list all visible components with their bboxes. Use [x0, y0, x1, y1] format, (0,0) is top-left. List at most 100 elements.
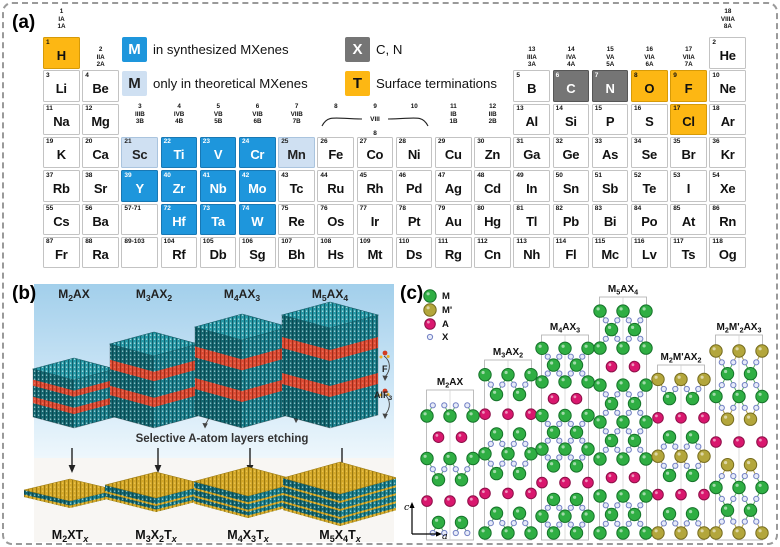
- element-cell-I: 53 I: [670, 170, 707, 202]
- svg-text:a: a: [442, 531, 448, 542]
- element-cell-He: 2 He: [709, 37, 746, 69]
- legend-chip-synthesized: M: [122, 37, 147, 62]
- element-cell-Rf: 104 Rf: [160, 236, 198, 269]
- group-header: 6 VIB 6B: [252, 103, 263, 126]
- element-cell-Sc: 21 Sc: [121, 136, 158, 169]
- element-cell-At: 85 At: [670, 203, 707, 235]
- element-cell-S: 16 S: [631, 103, 668, 136]
- etchant-label-alf3: AlF3: [374, 390, 393, 402]
- element-cell-Na: 11 Na: [43, 103, 80, 136]
- element-cell-Y: 39 Y: [121, 170, 158, 202]
- etching-process-label: Selective A-atom layers etching: [136, 433, 309, 445]
- element-cell-Tl: 81 Tl: [513, 203, 550, 235]
- element-cell-Fr: 87 Fr: [43, 236, 80, 269]
- element-cell-Co: 27 Co: [356, 136, 394, 169]
- svg-text:VIII: VIII: [370, 116, 380, 123]
- svg-text:c: c: [404, 502, 410, 513]
- element-cell-Fl: 114 Fl: [552, 236, 590, 269]
- element-cell-Rb: 37 Rb: [43, 170, 80, 202]
- group-header: 7 VIIB 7B: [290, 103, 303, 126]
- element-cell-Os: 76 Os: [317, 203, 354, 235]
- element-cell-Al: 13 Al: [513, 103, 550, 136]
- element-cell-Ag: 47 Ag: [435, 170, 472, 202]
- max-phase-label: M3AX2: [136, 287, 172, 303]
- element-cell-Cl: 17 Cl: [670, 103, 707, 136]
- structure-legend-item-M: M: [423, 289, 450, 303]
- element-cell-Sg: 106 Sg: [239, 236, 276, 269]
- panel-b-label: (b): [12, 283, 37, 304]
- element-cell-Ir: 77 Ir: [356, 203, 394, 235]
- element-cell-P: 15 P: [591, 103, 629, 136]
- unit-cell-2: [478, 359, 538, 541]
- element-cell-Au: 79 Au: [435, 203, 472, 235]
- element-cell-Ar: 18 Ar: [709, 103, 746, 136]
- svg-text:M: M: [442, 291, 450, 302]
- element-cell-Rg: 111 Rg: [435, 236, 472, 269]
- structure-label: M3AX2: [493, 347, 523, 359]
- group-header: 14 IVA 4A: [566, 46, 577, 69]
- element-cell-Ni: 28 Ni: [395, 136, 433, 169]
- max-phase-label: M5AX4: [312, 287, 348, 303]
- element-cell-Pd: 46 Pd: [395, 170, 433, 202]
- axis-indicator: ca: [404, 502, 448, 542]
- panel-b-max-etching-diagram: M2AX M3AX2 M4AX3 M5AX4 F AlF3 Selective A-atom…: [8, 282, 399, 545]
- element-cell-Pb: 82 Pb: [552, 203, 590, 235]
- unit-cell-4: [593, 296, 653, 541]
- svg-text:X: X: [442, 332, 449, 343]
- group-header: 18 VIIIA 8A: [720, 8, 735, 31]
- element-cell-Zr: 40 Zr: [160, 170, 198, 202]
- element-cell-As: 33 As: [591, 136, 629, 169]
- element-cell-Cs: 55 Cs: [43, 203, 80, 235]
- mxene-label: M3X2Tx: [135, 528, 177, 544]
- max-phase-label: M2AX: [58, 287, 89, 303]
- max-phase-label: M4AX3: [224, 287, 260, 303]
- group-header: 13 IIIA 3A: [526, 46, 537, 69]
- structure-legend-item-X: X: [426, 332, 449, 343]
- element-cell-V: 23 V: [199, 136, 237, 169]
- svg-text:8: 8: [373, 130, 377, 137]
- element-cell-Nb: 41 Nb: [199, 170, 237, 202]
- structure-label: M2AX: [437, 377, 464, 389]
- element-cell-Ra: 88 Ra: [82, 236, 119, 269]
- group-header: 17 VIIA 7A: [682, 46, 695, 69]
- element-cell-Po: 84 Po: [631, 203, 668, 235]
- legend-label-theoretical: only in theoretical MXenes: [153, 76, 308, 91]
- element-cell-Cu: 29 Cu: [435, 136, 472, 169]
- group-header: 10: [410, 103, 418, 110]
- unit-cell-5: [651, 364, 711, 541]
- group-header: 3 IIIB 3B: [134, 103, 145, 126]
- element-cell-Mo: 42 Mo: [239, 170, 276, 202]
- element-cell-Rh: 45 Rh: [356, 170, 394, 202]
- element-cell-Ta: 73 Ta: [199, 203, 237, 235]
- element-cell-W: 74 W: [239, 203, 276, 235]
- group-header: 8: [334, 103, 338, 110]
- element-cell-Se: 34 Se: [631, 136, 668, 169]
- etchant-molecules: [379, 388, 390, 419]
- legend-chip-theoretical: M: [122, 71, 147, 96]
- group-header: 11 IB 1B: [449, 103, 458, 126]
- legend-label-xgroup: C, N: [376, 42, 403, 57]
- element-cell-Pt: 78 Pt: [395, 203, 433, 235]
- element-cell-K: 19 K: [43, 136, 80, 169]
- mxene-label: M4X3Tx: [227, 528, 269, 544]
- element-cell-Sb: 51 Sb: [591, 170, 629, 202]
- element-cell-Hf: 72 Hf: [160, 203, 198, 235]
- element-cell-Bi: 83 Bi: [591, 203, 629, 235]
- element-cell-Mg: 12 Mg: [82, 103, 119, 136]
- unit-cell-1: [420, 389, 480, 541]
- element-cell-Fe: 26 Fe: [317, 136, 354, 169]
- structure-legend-item-A: A: [424, 318, 449, 330]
- element-cell-Rn: 86 Rn: [709, 203, 746, 235]
- element-cell-Li: 3 Li: [43, 70, 80, 102]
- panel-c-label: (c): [400, 283, 424, 304]
- panel-c-crystal-structures: M M' A X M2AX M3AX2 M4AX3 M5AX4 M2M'AX2 M2M'2AX3 c…: [396, 282, 772, 545]
- etchant-molecules: [379, 350, 390, 381]
- element-cell-Cr: 24 Cr: [239, 136, 276, 169]
- unit-cell-6: [709, 334, 769, 541]
- element-cell-Ga: 31 Ga: [513, 136, 550, 169]
- element-cell-Ba: 56 Ba: [82, 203, 119, 235]
